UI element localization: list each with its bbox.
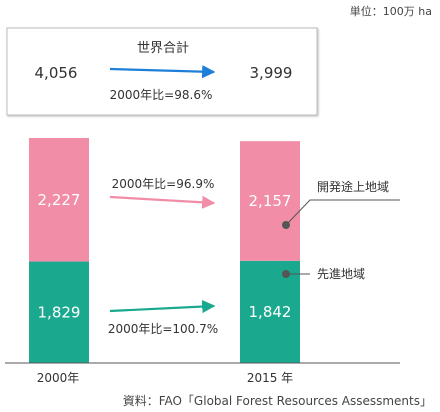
world-total-box: 世界合計 4,056 3,999 2000年比=98.6% [6, 27, 318, 116]
value-developing-2015: 2,157 [249, 192, 292, 210]
value-developed-2000: 1,829 [38, 303, 81, 321]
world-total-title: 世界合計 [137, 40, 189, 56]
world-total-arrow [109, 65, 216, 79]
value-developing-2000: 2,227 [38, 191, 81, 209]
legend-developed-label: 先進地域 [317, 267, 365, 281]
bar-developed-2015 [240, 260, 300, 363]
legend-developing-label: 開発途上地域 [317, 179, 389, 194]
value-developed-2015: 1,842 [249, 303, 292, 321]
unit-label: 単位：100万 ha [350, 4, 432, 18]
category-label-2000: 2000年 [37, 371, 80, 385]
legend-developing: 開発途上地域 [282, 179, 400, 229]
source-label: 資料：FAO「Global Forest Resources Assessmen… [123, 394, 432, 408]
legend-developing-leader [285, 199, 400, 226]
world-total-ratio: 2000年比=98.6% [110, 88, 213, 102]
developing-ratio-label: 2000年比=96.9% [112, 177, 215, 191]
category-label-2015: 2015 年 [247, 371, 293, 385]
world-total-2015: 3,999 [250, 64, 293, 82]
developed-ratio-label: 2000年比=100.7% [108, 322, 218, 336]
legend-developed: 先進地域 [282, 267, 365, 281]
bar-developing-2000 [29, 138, 89, 262]
developed-change-arrow [109, 299, 216, 314]
bar-developing-2015 [240, 141, 300, 261]
world-total-2000: 4,056 [35, 64, 78, 82]
bar-developed-2000 [29, 261, 89, 363]
developing-change-arrow [109, 195, 216, 209]
